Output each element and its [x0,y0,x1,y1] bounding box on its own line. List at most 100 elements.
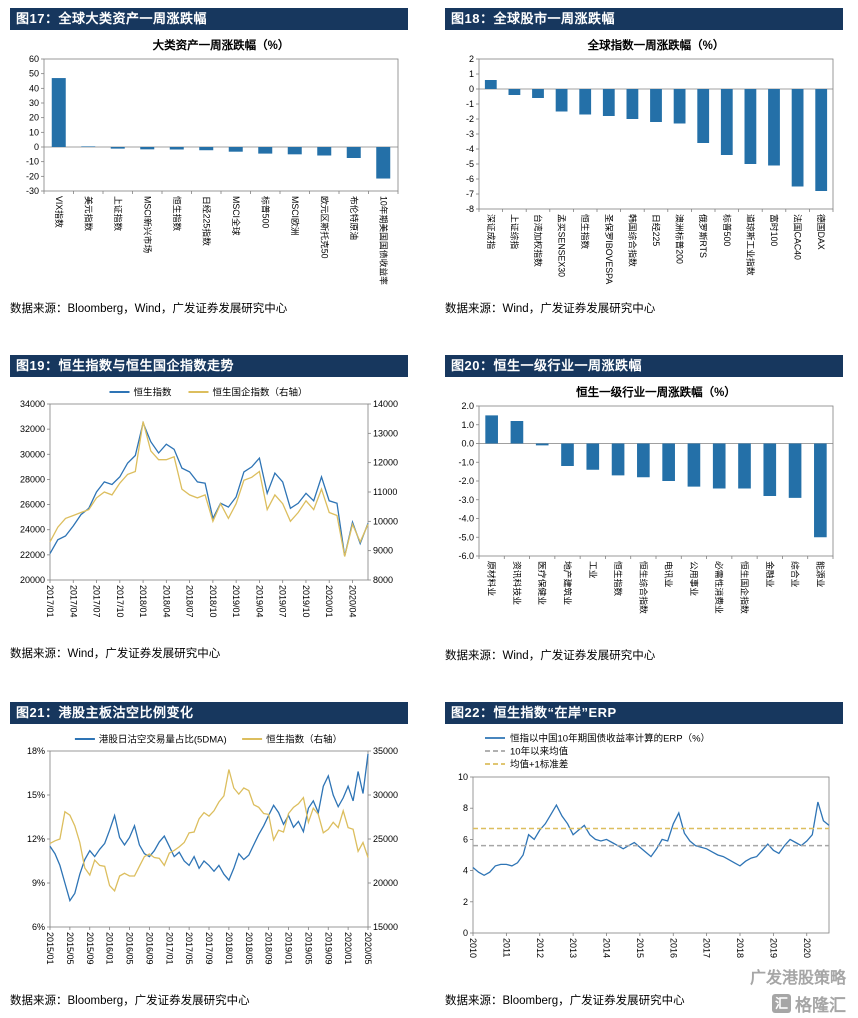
svg-text:10: 10 [29,127,39,137]
svg-text:20000: 20000 [20,575,45,585]
svg-text:-7: -7 [466,189,474,199]
svg-text:标普500: 标普500 [722,214,733,246]
svg-text:2012: 2012 [535,938,545,958]
figure-18-header: 图18：全球股市一周涨跌幅 [445,8,843,30]
svg-text:-4: -4 [466,144,474,154]
figure-20: 图20：恒生一级行业一周涨跌幅 -6.0 -5.0 -4.0 -3.0 -2.0 -1.0… [445,355,843,663]
chart-global-asset-weekly-change: -30 -20 -10 0 10 20 30 40 50 60 VIX指数 美元指数 上证指数 MSCI新… [26,38,399,285]
svg-text:澳洲标普200: 澳洲标普200 [675,214,686,264]
svg-text:德国DAX: 德国DAX [816,214,827,250]
svg-text:0: 0 [34,142,39,152]
svg-text:综合业: 综合业 [790,561,801,588]
svg-text:-30: -30 [26,186,39,196]
svg-text:2015/01: 2015/01 [45,932,55,965]
svg-text:2018/10: 2018/10 [208,585,218,618]
svg-text:标普500: 标普500 [260,196,271,228]
figure-19-header: 图19：恒生指数与恒生国企指数走势 [10,355,408,377]
gelonghui-logo-icon: 汇 [772,994,791,1013]
svg-text:-8: -8 [466,204,474,214]
svg-text:美元指数: 美元指数 [83,196,94,231]
svg-text:0: 0 [469,84,474,94]
svg-text:圣保罗IBOVESPA: 圣保罗IBOVESPA [604,214,615,284]
svg-text:上证指数: 上证指数 [113,196,124,231]
chart-hs-industry-weekly-change: -6.0 -5.0 -4.0 -3.0 -2.0 -1.0 0.0 1.0 2.0 原材料业 资讯科… [458,385,834,614]
svg-text:10年期美国国债收益率: 10年期美国国债收益率 [378,196,389,285]
svg-text:恒生指数: 恒生指数 [613,561,624,596]
svg-text:2015: 2015 [635,938,645,958]
svg-text:2018/09: 2018/09 [264,932,274,965]
chart-hsi-onshore-erp: 0 2 4 6 8 10 2010 2011 2012 2013 2014 2015 2016 2017 2… [458,733,830,958]
svg-text:资讯科技业: 资讯科技业 [512,561,523,605]
svg-text:韩国综合指数: 韩国综合指数 [627,214,638,267]
svg-text:2013: 2013 [568,938,578,958]
svg-text:-10: -10 [26,157,39,167]
svg-text:道琼斯工业指数: 道琼斯工业指数 [745,214,756,276]
svg-text:2017/01: 2017/01 [45,585,55,618]
svg-text:0: 0 [463,928,468,938]
svg-text:2020/04: 2020/04 [347,585,357,618]
svg-text:-4.0: -4.0 [458,514,474,524]
figure-19-source: 数据来源：Wind，广发证券发展研究中心 [10,648,221,660]
svg-text:医疗保健业: 医疗保健业 [537,561,548,605]
svg-text:-20: -20 [26,171,39,181]
svg-text:-6: -6 [466,174,474,184]
svg-text:2019/01: 2019/01 [284,932,294,965]
figure-22-source: 数据来源：Bloomberg，广发证券发展研究中心 [445,995,685,1007]
svg-text:-6.0: -6.0 [458,551,474,561]
svg-text:2017/01: 2017/01 [164,932,174,965]
svg-text:2019/10: 2019/10 [301,585,311,618]
svg-text:50: 50 [29,69,39,79]
svg-text:2019: 2019 [768,938,778,958]
svg-text:2018/04: 2018/04 [161,585,171,618]
gelonghui-logo: 汇 格隆汇 [750,991,846,1016]
svg-text:1: 1 [469,69,474,79]
svg-text:8: 8 [463,803,468,813]
svg-text:6%: 6% [32,922,45,932]
svg-text:12%: 12% [27,834,45,844]
svg-text:2015/09: 2015/09 [85,932,95,965]
svg-text:2019/05: 2019/05 [303,932,313,965]
svg-text:40: 40 [29,83,39,93]
svg-text:11000: 11000 [373,487,397,497]
svg-text:地产建筑业: 地产建筑业 [563,561,574,605]
gelonghui-logo-text: 格隆汇 [795,996,846,1015]
svg-text:18%: 18% [27,746,45,756]
svg-text:孟买SENSEX30: 孟买SENSEX30 [557,214,567,277]
figure-20-header: 图20：恒生一级行业一周涨跌幅 [445,355,843,377]
svg-text:30000: 30000 [373,790,398,800]
svg-text:8000: 8000 [373,575,393,585]
svg-text:9000: 9000 [373,546,393,556]
svg-text:金融业: 金融业 [765,561,776,588]
figure-22: 图22：恒生指数“在岸”ERP 0 2 4 6 8 10 2010 2011 2012 2013 2… [445,702,843,1008]
svg-text:30000: 30000 [20,449,45,459]
svg-text:32000: 32000 [20,424,45,434]
svg-text:30: 30 [29,98,39,108]
svg-text:28000: 28000 [20,474,45,484]
chart-short-selling-ratio: 6% 9% 12% 15% 18% 15000 20000 25000 30000 35000 20… [27,734,398,965]
chart-hsi-hscei-trend: 20000 22000 24000 26000 28000 30000 32000 34000… [20,387,398,618]
svg-text:2018/01: 2018/01 [138,585,148,618]
svg-text:34000: 34000 [20,399,45,409]
svg-text:2019/07: 2019/07 [278,585,288,618]
svg-text:2015/05: 2015/05 [65,932,75,965]
svg-text:2019/09: 2019/09 [323,932,333,965]
svg-text:2016: 2016 [668,938,678,958]
svg-text:-5.0: -5.0 [458,532,474,542]
figure-19: 图19：恒生指数与恒生国企指数走势 20000 22000 24000 26000 28… [10,355,408,663]
figure-18-source: 数据来源：Wind，广发证券发展研究中心 [445,303,656,315]
svg-text:2020/01: 2020/01 [324,585,334,618]
figure-21-source: 数据来源：Bloomberg，广发证券发展研究中心 [10,995,250,1007]
svg-text:台湾加权指数: 台湾加权指数 [533,214,544,267]
svg-text:2017: 2017 [702,938,712,958]
svg-text:深证成指: 深证成指 [486,214,497,249]
svg-text:法国CAC40: 法国CAC40 [793,214,804,260]
svg-text:2014: 2014 [602,938,612,958]
svg-text:港股日沽空交易量占比(5DMA): 港股日沽空交易量占比(5DMA) [99,734,227,746]
svg-text:2: 2 [469,54,474,64]
svg-text:2011: 2011 [501,938,511,957]
svg-text:必需性消费业: 必需性消费业 [714,561,725,614]
svg-text:日经225指数: 日经225指数 [201,196,212,246]
figure-20-source: 数据来源：Wind，广发证券发展研究中心 [445,650,656,662]
svg-text:电讯业: 电讯业 [664,561,675,588]
